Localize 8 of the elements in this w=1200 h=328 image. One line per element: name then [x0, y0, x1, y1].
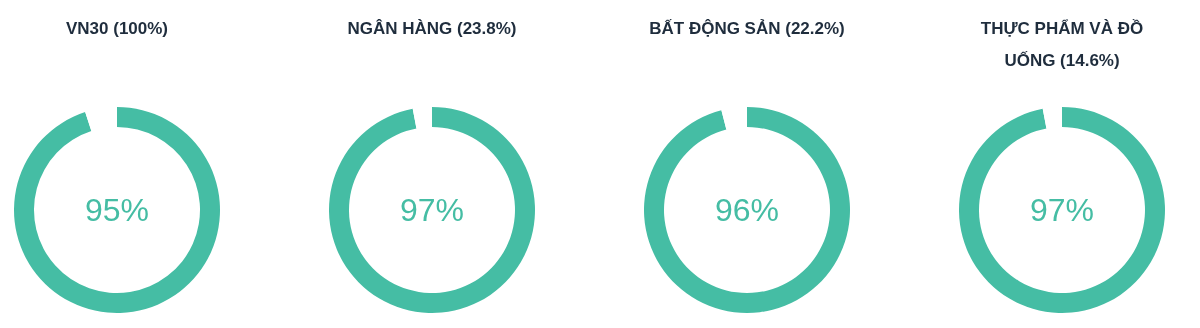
- data-label: 97%: [399, 192, 465, 229]
- data-label: 95%: [84, 192, 150, 229]
- chart-title: NGÂN HÀNG (23.8%): [347, 19, 517, 38]
- data-label: 96%: [714, 192, 780, 229]
- data-label: 97%: [1029, 192, 1095, 229]
- chart-title: BẤT ĐỘNG SẢN (22.2%): [649, 19, 845, 38]
- chart-title: VN30 (100%): [65, 19, 169, 38]
- chart-title: THỰC PHẨM VÀ ĐỒ UỐNG (14.6%): [980, 19, 1144, 70]
